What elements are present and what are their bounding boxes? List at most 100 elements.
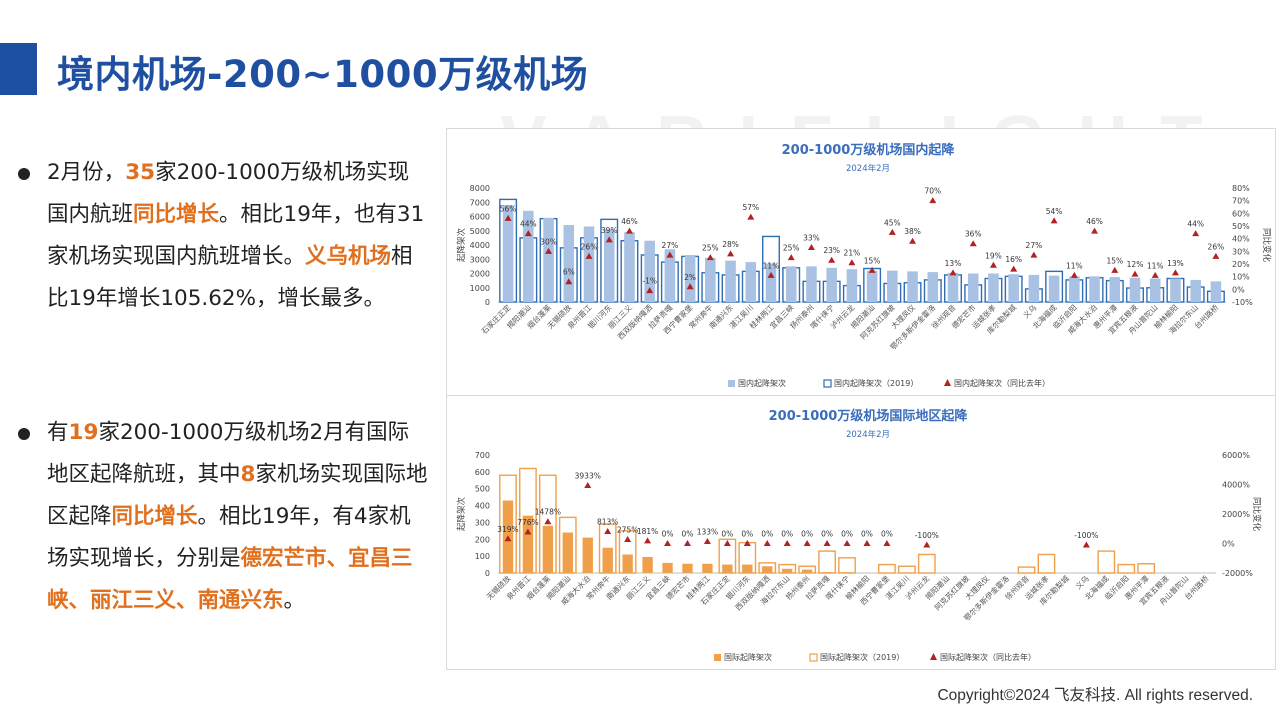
data-label: 13% [945,259,962,268]
chart-subtitle: 2024年2月 [846,429,890,440]
highlight-text: 同比增长 [111,504,198,529]
data-label: 13% [1167,259,1184,268]
bullet-text: 有19家200-1000万级机场2月有国际地区起降航班，其中8家机场实现国际地区… [18,412,428,622]
y-tick-label: 0 [485,569,490,578]
bar-current [662,562,673,573]
y-tick-label: 2000 [470,270,490,279]
chart-subtitle: 2024年2月 [846,163,890,174]
data-label: 0% [662,530,674,539]
body-text: 家机场实现国际地区起降 [47,462,428,529]
yoy-triangle-marker [727,250,735,257]
y2-tick-label: 2000% [1222,510,1250,519]
yoy-triangle-marker [646,287,654,294]
bar-current [562,532,573,573]
bar-2019 [1037,553,1056,574]
legend-swatch-2019 [809,653,818,662]
bar-current [1028,274,1040,302]
bullet-text: 2月份，35家200-1000万级机场实现国内航班同比增长。相比19年，也有31… [18,152,428,320]
data-label: 15% [864,256,881,265]
data-label: 813% [597,518,618,527]
data-label: 36% [965,230,982,239]
y2-tick-label: -10% [1232,298,1253,307]
data-label: 1478% [535,508,561,517]
data-label: 15% [1106,256,1123,265]
bullet-dot-icon [18,168,30,180]
bar-current [603,229,615,302]
bar-current [967,273,979,302]
yoy-triangle-marker [565,278,573,285]
y2-tick-label: -2000% [1222,569,1253,578]
bullet-international: 有19家200-1000万级机场2月有国际地区起降航班，其中8家机场实现国际地区… [18,412,428,622]
bar-current [907,271,918,302]
bar-current [826,267,837,302]
bar-current [762,566,773,573]
data-label: -100% [915,531,939,540]
bar-current [927,272,939,302]
data-label: -1% [642,277,657,286]
bar-current [806,266,817,302]
highlight-text: 义乌机场 [305,244,392,269]
yoy-triangle-marker [664,540,672,546]
bar-2019 [878,563,896,574]
bar-current [785,266,797,302]
data-label: 39% [601,226,618,235]
y-tick-label: 400 [475,502,490,511]
yoy-triangle-marker [929,197,937,204]
yoy-triangle-marker [585,252,593,259]
y-tick-label: 600 [475,468,490,477]
yoy-triangle-marker [1030,251,1038,258]
bar-current [1109,277,1121,302]
legend-swatch-yoy [944,379,951,386]
yoy-triangle-marker [1070,271,1078,278]
data-label: 0% [841,530,853,539]
yoy-triangle-marker [848,259,856,266]
y2-tick-label: 10% [1232,273,1250,282]
body-text: 相比19年增长105.62%，增长最多。 [47,244,413,311]
bar-current [602,547,613,573]
data-label: 33% [803,234,820,243]
yoy-triangle-marker [923,541,931,548]
data-label: 56% [500,204,517,213]
data-label: 19% [985,251,1002,260]
bar-current [684,254,696,302]
y2-tick-label: 20% [1232,260,1250,269]
bullet-dot-icon [18,428,30,440]
data-label: 25% [702,244,719,253]
bar-current [624,232,635,302]
data-label: 3933% [575,471,601,480]
data-label: 26% [1208,242,1225,251]
chart-divider [446,395,1276,396]
bar-2019 [917,553,936,574]
y2-tick-label: 40% [1232,235,1250,244]
yoy-triangle-marker [723,540,731,546]
data-label: 11% [763,261,780,270]
body-text: 。相比19年，有4家机场实现增长，分别是 [47,504,411,571]
bar-current [582,537,593,573]
bar-current [841,572,853,573]
y-tick-label: 7000 [470,198,490,207]
data-label: -100% [1074,531,1098,540]
data-label: 27% [1026,241,1043,250]
bar-current [644,240,655,302]
bar-current [765,263,777,302]
yoy-triangle-marker [783,540,791,546]
legend-swatch-current [728,380,735,387]
yoy-triangle-marker [823,540,831,546]
bar-current [502,205,514,302]
yoy-triangle-marker [605,236,613,243]
legend-label: 国内起降架次（2019） [834,378,918,388]
data-label: 25% [783,244,800,253]
data-label: 26% [581,242,598,251]
data-label: 133% [697,528,718,537]
y-tick-label: 700 [475,451,490,460]
bar-current [821,572,833,573]
bar-current [722,564,733,573]
y2-tick-label: 0% [1232,285,1245,294]
y2-tick-label: 70% [1232,197,1250,206]
yoy-triangle-marker [868,266,876,273]
yoy-triangle-marker [683,540,691,546]
data-label: 0% [781,530,793,539]
bar-current [846,269,858,302]
bar-current [543,217,554,302]
